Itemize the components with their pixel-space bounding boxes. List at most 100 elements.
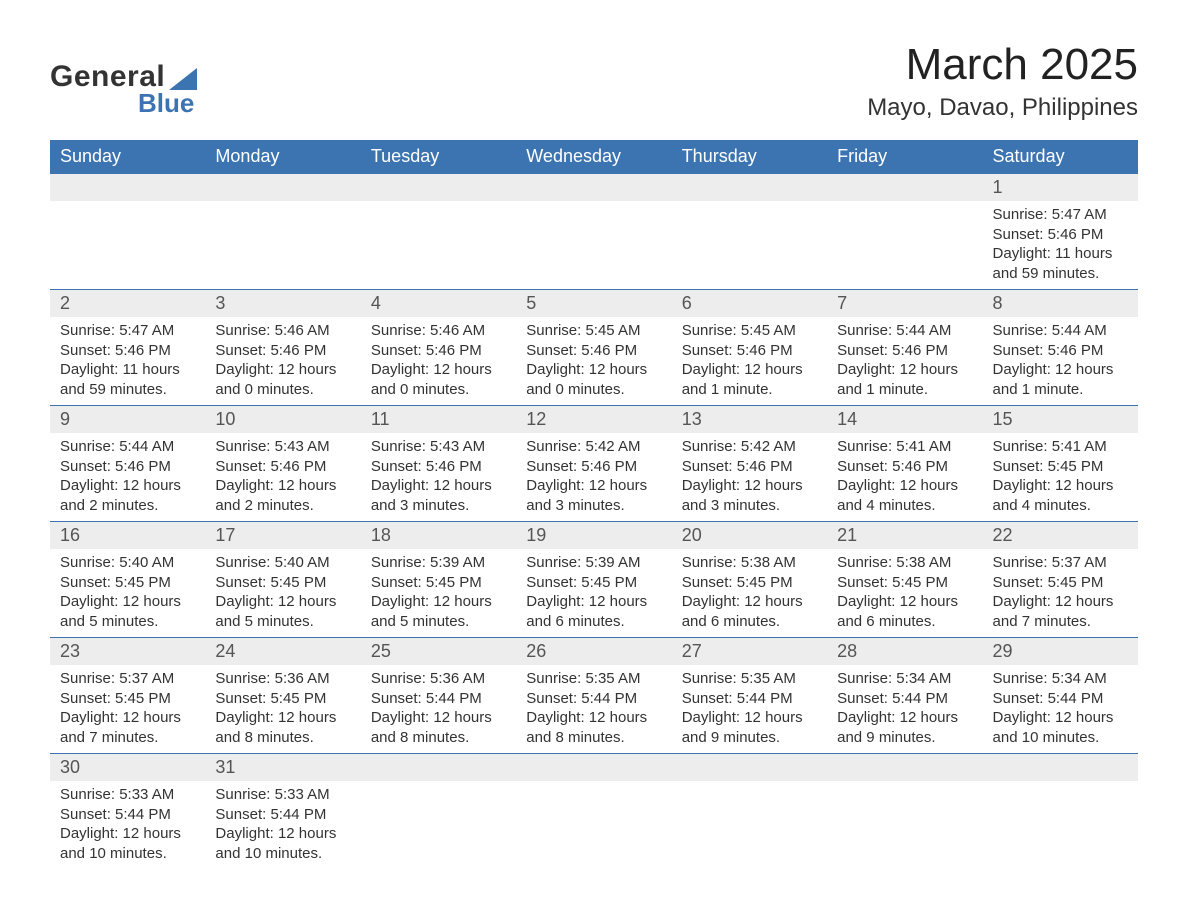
sunrise-text: Sunrise: 5:42 AM [526,437,661,457]
page-subtitle: Mayo, Davao, Philippines [867,94,1138,122]
sunrise-text: Sunrise: 5:38 AM [682,553,817,573]
day-body [516,201,671,281]
sunset-text: Sunset: 5:44 PM [837,689,972,709]
day-number: 27 [672,638,827,665]
day-number [672,754,827,781]
sunset-text: Sunset: 5:46 PM [371,341,506,361]
day-number [516,174,671,201]
calendar-week: 9Sunrise: 5:44 AMSunset: 5:46 PMDaylight… [50,406,1138,522]
day-number: 29 [983,638,1138,665]
calendar-cell: 29Sunrise: 5:34 AMSunset: 5:44 PMDayligh… [983,638,1138,754]
sunrise-text: Sunrise: 5:35 AM [682,669,817,689]
calendar-cell [50,174,205,290]
sunset-text: Sunset: 5:45 PM [682,573,817,593]
day-body: Sunrise: 5:40 AMSunset: 5:45 PMDaylight:… [50,549,205,637]
calendar-cell: 18Sunrise: 5:39 AMSunset: 5:45 PMDayligh… [361,522,516,638]
day-number: 13 [672,406,827,433]
day-body: Sunrise: 5:46 AMSunset: 5:46 PMDaylight:… [205,317,360,405]
calendar-cell: 28Sunrise: 5:34 AMSunset: 5:44 PMDayligh… [827,638,982,754]
daylight-text: Daylight: 12 hours and 5 minutes. [60,592,195,631]
calendar-cell: 14Sunrise: 5:41 AMSunset: 5:46 PMDayligh… [827,406,982,522]
day-number: 31 [205,754,360,781]
day-body [516,781,671,861]
daylight-text: Daylight: 12 hours and 8 minutes. [526,708,661,747]
day-body: Sunrise: 5:39 AMSunset: 5:45 PMDaylight:… [361,549,516,637]
sunrise-text: Sunrise: 5:36 AM [371,669,506,689]
sunrise-text: Sunrise: 5:45 AM [526,321,661,341]
day-body: Sunrise: 5:34 AMSunset: 5:44 PMDaylight:… [827,665,982,753]
daylight-text: Daylight: 12 hours and 0 minutes. [371,360,506,399]
day-number: 9 [50,406,205,433]
calendar-cell: 9Sunrise: 5:44 AMSunset: 5:46 PMDaylight… [50,406,205,522]
daylight-text: Daylight: 12 hours and 5 minutes. [215,592,350,631]
sunrise-text: Sunrise: 5:40 AM [215,553,350,573]
weekday-header-row: Sunday Monday Tuesday Wednesday Thursday… [50,140,1138,174]
day-number [672,174,827,201]
day-number: 11 [361,406,516,433]
day-number: 19 [516,522,671,549]
calendar-cell [827,174,982,290]
day-number: 22 [983,522,1138,549]
day-body [361,781,516,861]
day-number: 14 [827,406,982,433]
daylight-text: Daylight: 12 hours and 4 minutes. [993,476,1128,515]
sunrise-text: Sunrise: 5:37 AM [993,553,1128,573]
day-number: 4 [361,290,516,317]
daylight-text: Daylight: 12 hours and 6 minutes. [837,592,972,631]
weekday-header: Tuesday [361,140,516,174]
calendar-cell: 3Sunrise: 5:46 AMSunset: 5:46 PMDaylight… [205,290,360,406]
calendar-cell: 16Sunrise: 5:40 AMSunset: 5:45 PMDayligh… [50,522,205,638]
sunset-text: Sunset: 5:44 PM [682,689,817,709]
weekday-header: Friday [827,140,982,174]
day-body: Sunrise: 5:41 AMSunset: 5:45 PMDaylight:… [983,433,1138,521]
day-number: 15 [983,406,1138,433]
calendar-cell [827,754,982,870]
sunset-text: Sunset: 5:45 PM [215,689,350,709]
day-number: 5 [516,290,671,317]
day-body: Sunrise: 5:41 AMSunset: 5:46 PMDaylight:… [827,433,982,521]
calendar-cell: 2Sunrise: 5:47 AMSunset: 5:46 PMDaylight… [50,290,205,406]
sunrise-text: Sunrise: 5:35 AM [526,669,661,689]
sunset-text: Sunset: 5:46 PM [60,341,195,361]
sunrise-text: Sunrise: 5:33 AM [60,785,195,805]
sunrise-text: Sunrise: 5:37 AM [60,669,195,689]
sunset-text: Sunset: 5:46 PM [526,457,661,477]
day-body [672,201,827,281]
day-number: 30 [50,754,205,781]
day-number: 2 [50,290,205,317]
daylight-text: Daylight: 12 hours and 0 minutes. [526,360,661,399]
calendar-cell: 4 Sunrise: 5:46 AMSunset: 5:46 PMDaylight… [361,290,516,406]
day-body: Sunrise: 5:42 AMSunset: 5:46 PMDaylight:… [516,433,671,521]
calendar-cell: 6Sunrise: 5:45 AMSunset: 5:46 PMDaylight… [672,290,827,406]
day-body: Sunrise: 5:34 AMSunset: 5:44 PMDaylight:… [983,665,1138,753]
sunrise-text: Sunrise: 5:33 AM [215,785,350,805]
sunrise-text: Sunrise: 5:42 AM [682,437,817,457]
calendar-week: 1Sunrise: 5:47 AMSunset: 5:46 PMDaylight… [50,174,1138,290]
calendar-cell [672,754,827,870]
day-number [361,174,516,201]
weekday-header: Monday [205,140,360,174]
calendar-cell: 31Sunrise: 5:33 AMSunset: 5:44 PMDayligh… [205,754,360,870]
daylight-text: Daylight: 12 hours and 10 minutes. [215,824,350,863]
sunset-text: Sunset: 5:45 PM [526,573,661,593]
day-number: 7 [827,290,982,317]
calendar-cell: 17Sunrise: 5:40 AMSunset: 5:45 PMDayligh… [205,522,360,638]
daylight-text: Daylight: 12 hours and 6 minutes. [682,592,817,631]
day-body [827,201,982,281]
daylight-text: Daylight: 12 hours and 4 minutes. [837,476,972,515]
sunrise-text: Sunrise: 5:46 AM [371,321,506,341]
daylight-text: Daylight: 12 hours and 3 minutes. [371,476,506,515]
sunset-text: Sunset: 5:45 PM [60,689,195,709]
weekday-header: Wednesday [516,140,671,174]
day-body: Sunrise: 5:37 AMSunset: 5:45 PMDaylight:… [50,665,205,753]
calendar-week: 23Sunrise: 5:37 AMSunset: 5:45 PMDayligh… [50,638,1138,754]
daylight-text: Daylight: 12 hours and 7 minutes. [60,708,195,747]
calendar-cell [516,754,671,870]
day-body: Sunrise: 5:35 AMSunset: 5:44 PMDaylight:… [672,665,827,753]
calendar-cell: 21Sunrise: 5:38 AMSunset: 5:45 PMDayligh… [827,522,982,638]
daylight-text: Daylight: 11 hours and 59 minutes. [993,244,1128,283]
day-number: 1 [983,174,1138,201]
day-body: Sunrise: 5:38 AMSunset: 5:45 PMDaylight:… [672,549,827,637]
day-body [827,781,982,861]
day-body: Sunrise: 5:47 AMSunset: 5:46 PMDaylight:… [983,201,1138,289]
